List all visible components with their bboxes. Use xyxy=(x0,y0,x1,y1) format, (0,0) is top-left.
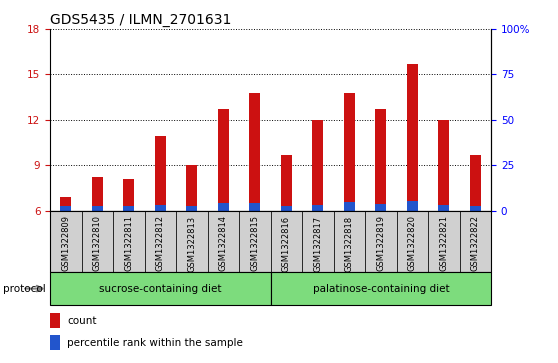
Bar xyxy=(123,206,134,211)
Bar xyxy=(176,211,208,272)
Bar xyxy=(249,203,261,211)
Text: GSM1322815: GSM1322815 xyxy=(251,216,259,272)
Bar xyxy=(50,211,81,272)
Bar xyxy=(113,211,145,272)
Text: GDS5435 / ILMN_2701631: GDS5435 / ILMN_2701631 xyxy=(50,13,232,26)
Bar xyxy=(407,201,418,211)
Text: GSM1322822: GSM1322822 xyxy=(471,216,480,272)
Bar xyxy=(397,211,428,272)
Bar xyxy=(376,204,386,211)
Bar xyxy=(155,136,166,211)
Bar xyxy=(50,335,60,350)
Bar xyxy=(438,120,449,211)
Text: GSM1322819: GSM1322819 xyxy=(376,216,386,272)
Text: sucrose-containing diet: sucrose-containing diet xyxy=(99,284,222,294)
Text: GSM1322814: GSM1322814 xyxy=(219,216,228,272)
Text: palatinose-containing diet: palatinose-containing diet xyxy=(312,284,449,294)
Bar xyxy=(239,211,271,272)
Text: GSM1322820: GSM1322820 xyxy=(408,216,417,272)
Text: GSM1322810: GSM1322810 xyxy=(93,216,102,272)
Bar xyxy=(50,313,60,328)
Bar xyxy=(312,205,324,211)
Bar xyxy=(218,109,229,211)
Bar xyxy=(208,211,239,272)
Bar xyxy=(470,206,481,211)
Text: GSM1322813: GSM1322813 xyxy=(187,216,196,272)
Bar xyxy=(376,109,386,211)
Bar xyxy=(281,155,292,211)
Bar xyxy=(60,206,71,211)
Bar xyxy=(281,206,292,211)
Bar xyxy=(155,205,166,211)
Bar xyxy=(60,197,71,211)
Bar xyxy=(428,211,460,272)
Text: protocol: protocol xyxy=(3,284,46,294)
Bar xyxy=(271,211,302,272)
Bar xyxy=(123,179,134,211)
Bar xyxy=(145,211,176,272)
Bar xyxy=(81,211,113,272)
Text: GSM1322816: GSM1322816 xyxy=(282,216,291,272)
Bar xyxy=(218,203,229,211)
Bar xyxy=(365,211,397,272)
Text: GSM1322811: GSM1322811 xyxy=(124,216,133,272)
Bar xyxy=(344,202,355,211)
Bar xyxy=(344,93,355,211)
Bar xyxy=(460,211,491,272)
Bar xyxy=(271,272,491,305)
Bar xyxy=(470,155,481,211)
Bar xyxy=(92,177,103,211)
Bar xyxy=(334,211,365,272)
Bar xyxy=(186,165,198,211)
Bar xyxy=(438,205,449,211)
Bar xyxy=(186,206,198,211)
Text: count: count xyxy=(67,316,97,326)
Text: GSM1322812: GSM1322812 xyxy=(156,216,165,272)
Text: percentile rank within the sample: percentile rank within the sample xyxy=(67,338,243,347)
Text: GSM1322817: GSM1322817 xyxy=(314,216,323,272)
Bar xyxy=(92,206,103,211)
Bar xyxy=(50,272,271,305)
Text: GSM1322821: GSM1322821 xyxy=(439,216,448,272)
Bar xyxy=(249,93,261,211)
Bar xyxy=(302,211,334,272)
Text: GSM1322818: GSM1322818 xyxy=(345,216,354,272)
Bar xyxy=(312,120,324,211)
Bar xyxy=(407,64,418,211)
Text: GSM1322809: GSM1322809 xyxy=(61,216,70,272)
